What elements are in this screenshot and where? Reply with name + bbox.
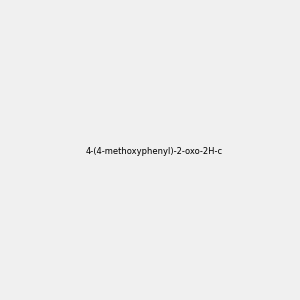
- Text: 4-(4-methoxyphenyl)-2-oxo-2H-c: 4-(4-methoxyphenyl)-2-oxo-2H-c: [85, 147, 222, 156]
